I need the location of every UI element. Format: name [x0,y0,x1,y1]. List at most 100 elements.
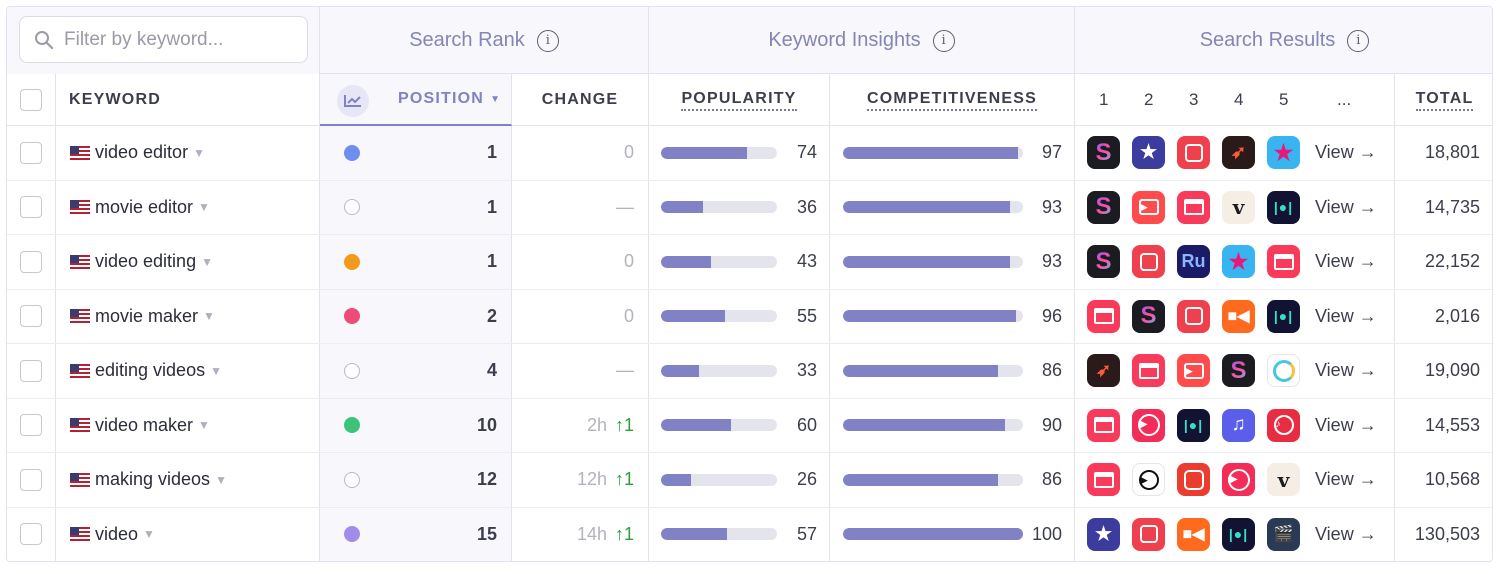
view-link[interactable]: View → [1315,360,1377,381]
table-row[interactable]: editing videos ▼ 4 — 33 86 ➶ ▶ S View → 19… [7,344,1492,399]
row-checkbox[interactable] [20,468,42,491]
star-icon[interactable]: ★ [1132,136,1165,169]
column-popularity[interactable]: POPULARITY [649,74,830,126]
keyword-text[interactable]: video editing [95,251,197,272]
table-row[interactable]: movie maker ▼ 2 0 55 96 S ■◀ |●| View → 2,… [7,289,1492,344]
ru-icon[interactable]: Ru [1177,245,1210,278]
row-checkbox[interactable] [20,359,42,382]
view-link[interactable]: View → [1315,523,1377,544]
column-change[interactable]: CHANGE [512,74,649,126]
view-link[interactable]: View → [1315,305,1377,326]
waveform-icon[interactable]: |●| [1222,517,1255,551]
play-circle-icon[interactable]: ▶ [1132,408,1165,442]
rank-color-dot[interactable] [344,144,360,161]
chevron-down-icon[interactable]: ▼ [143,527,155,542]
info-icon[interactable]: i [1347,29,1370,52]
keyword-text[interactable]: video editor [95,142,189,163]
table-row[interactable]: video editing ▼ 1 0 43 93 S Ru ★ View → 22… [7,235,1492,290]
s-icon[interactable]: S [1087,190,1120,224]
keyword-text[interactable]: movie editor [95,196,194,217]
camera-icon[interactable]: ■◀ [1177,517,1210,551]
frame-icon[interactable] [1132,245,1165,278]
rank-color-dot[interactable] [344,526,360,543]
view-link[interactable]: View → [1315,469,1377,490]
keyword-cell[interactable]: making videos ▼ [56,453,320,507]
waveform-icon[interactable]: |●| [1177,408,1210,442]
play-card-icon[interactable]: ▶ [1177,354,1210,387]
star-icon[interactable]: ★ [1087,517,1120,551]
rank-color-dot[interactable] [344,362,360,379]
waveform-icon[interactable]: |●| [1267,299,1300,333]
keyword-cell[interactable]: movie maker ▼ [56,289,320,343]
chevron-down-icon[interactable]: ▼ [210,363,222,378]
pink-star-icon[interactable]: ★ [1267,136,1300,169]
chevron-down-icon[interactable]: ▼ [198,200,210,215]
row-checkbox[interactable] [20,523,42,546]
info-icon[interactable]: i [932,29,955,52]
chevron-down-icon[interactable]: ▼ [198,418,210,433]
view-link[interactable]: View → [1315,142,1377,163]
rank-color-dot[interactable] [344,253,360,270]
play-circle-icon[interactable]: ▶ [1222,463,1255,496]
filter-box[interactable] [19,16,308,63]
frame-icon[interactable] [1132,517,1165,551]
view-link[interactable]: View → [1315,196,1377,217]
keyword-cell[interactable]: video editing ▼ [56,235,320,289]
waveform-icon[interactable]: |●| [1267,190,1300,224]
keyword-cell[interactable]: video ▼ [56,507,320,561]
filter-input[interactable] [64,28,294,51]
s-icon[interactable]: S [1132,299,1165,333]
keyword-cell[interactable]: video maker ▼ [56,398,320,452]
ring-icon[interactable] [1267,354,1300,387]
column-competitiveness[interactable]: COMPETITIVENESS [830,74,1075,126]
keyword-cell[interactable]: editing videos ▼ [56,344,320,398]
s-icon[interactable]: S [1222,354,1255,387]
clapper-icon[interactable] [1087,463,1120,496]
camera-icon[interactable]: ■◀ [1222,299,1255,333]
view-link[interactable]: View → [1315,414,1377,435]
frame-icon[interactable] [1177,299,1210,333]
music-frame-icon[interactable]: ♪ [1267,408,1300,442]
clapper-icon[interactable] [1087,408,1120,442]
keyword-text[interactable]: movie maker [95,305,199,326]
select-all-checkbox[interactable] [20,89,42,111]
clapper-icon[interactable] [1087,299,1120,333]
clapper-icon[interactable] [1132,354,1165,387]
rank-color-dot[interactable] [344,308,360,325]
play-card-icon[interactable]: ▶ [1132,190,1165,224]
table-row[interactable]: video ▼ 15 14h ↑1 57 100 ★ ■◀ |●| 🎬 View → 1… [7,507,1492,561]
row-checkbox[interactable] [20,141,42,164]
bird-icon[interactable]: ➶ [1222,136,1255,169]
v-icon[interactable]: v [1222,190,1255,224]
rank-color-dot[interactable] [344,199,360,216]
keyword-text[interactable]: editing videos [95,360,206,381]
table-row[interactable]: movie editor ▼ 1 — 36 93 S ▶ v |●| View → 1… [7,180,1492,235]
s-icon[interactable]: S [1087,136,1120,169]
row-checkbox[interactable] [20,250,42,273]
keyword-text[interactable]: video [95,523,139,544]
row-checkbox[interactable] [20,414,42,437]
table-row[interactable]: video editor ▼ 1 0 74 97 S ★ ➶ ★ View → 18,… [7,126,1492,181]
keyword-text[interactable]: video maker [95,414,194,435]
frame-icon[interactable] [1177,136,1210,169]
chevron-down-icon[interactable]: ▼ [203,309,215,324]
play-white-icon[interactable]: ▶ [1132,463,1165,496]
pink-star-icon[interactable]: ★ [1222,245,1255,278]
table-row[interactable]: video maker ▼ 10 2h ↑1 60 90 ▶ |●| ♫ ♪ View … [7,398,1492,453]
table-row[interactable]: making videos ▼ 12 12h ↑1 26 86 ▶ ▶ v View … [7,453,1492,508]
rank-color-dot[interactable] [344,417,360,434]
chevron-down-icon[interactable]: ▼ [215,472,227,487]
column-keyword[interactable]: KEYWORD [56,74,320,126]
film-icon[interactable]: 🎬 [1267,517,1300,551]
row-checkbox[interactable] [20,305,42,328]
column-total[interactable]: TOTAL [1394,74,1492,126]
keyword-text[interactable]: making videos [95,469,211,490]
clapper-icon[interactable] [1177,190,1210,224]
keyword-cell[interactable]: video editor ▼ [56,126,320,180]
s-icon[interactable]: S [1087,245,1120,278]
chevron-down-icon[interactable]: ▼ [201,254,213,269]
keyword-cell[interactable]: movie editor ▼ [56,180,320,234]
bird-icon[interactable]: ➶ [1087,354,1120,387]
clapper-icon[interactable] [1267,245,1300,278]
trend-chart-icon[interactable] [337,85,369,117]
